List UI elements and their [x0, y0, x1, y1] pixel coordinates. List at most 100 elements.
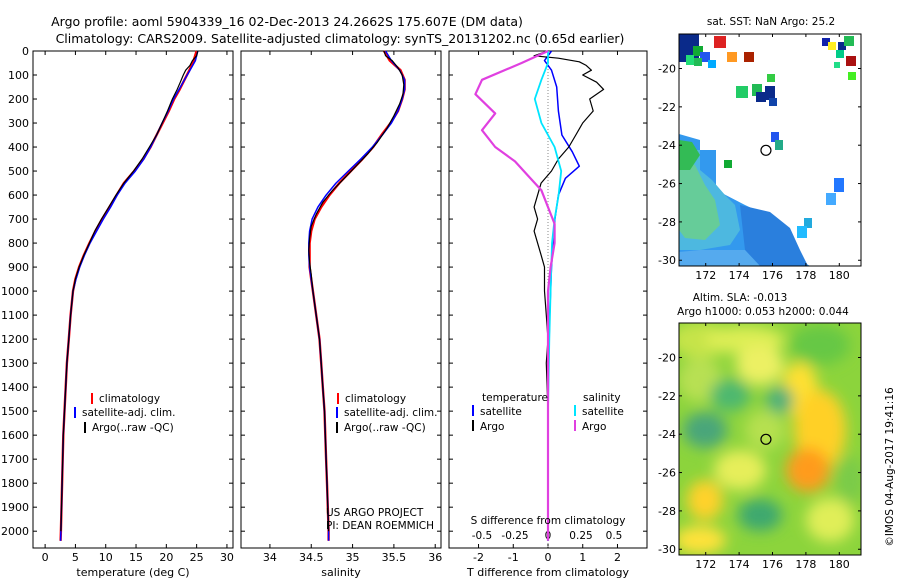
sst-cell: [769, 98, 777, 106]
lat-tick-label: -24: [658, 139, 676, 152]
sst-cell: [844, 36, 854, 46]
legend-t-argo: Argo: [480, 421, 504, 433]
difference-lines: [474, 49, 605, 548]
depth-tick-label: 1100: [1, 309, 29, 322]
depth-tick-label: 300: [8, 117, 29, 130]
lat-tick-label: -20: [658, 63, 676, 76]
depth-tick-label: 900: [8, 261, 29, 274]
sla-blob: [710, 379, 750, 411]
depth-tick-label: 400: [8, 141, 29, 154]
sst-map-image: [679, 34, 856, 266]
sst-ocean-region: [679, 250, 760, 266]
x-tick-label: 10: [99, 551, 113, 564]
legend-climatology: climatology: [99, 393, 160, 405]
sla-blob: [745, 410, 785, 450]
lat-tick-label: -30: [658, 543, 676, 556]
lon-tick-label: 172: [695, 269, 716, 282]
sla-map-axes: -20 -22 -24 -26 -28 -30 172 174 176 178 180: [658, 323, 861, 571]
sst-cell: [834, 178, 844, 192]
x-tick-label: 1: [579, 551, 586, 564]
depth-tick-label: 1000: [1, 285, 29, 298]
sst-cell: [767, 74, 775, 82]
sla-blobs: [679, 323, 861, 554]
sst-cell: [736, 86, 748, 98]
s-tick-label: -0.5: [472, 530, 493, 542]
depth-tick-label: 500: [8, 165, 29, 178]
salinity-lines: [308, 50, 406, 541]
sla-blob: [790, 325, 850, 365]
sst-cell: [694, 58, 702, 66]
sst-cells: [679, 34, 856, 266]
sst-cell: [836, 50, 844, 58]
legend-salinity-head: salinity: [583, 392, 621, 404]
sst-ocean-region: [679, 160, 720, 240]
depth-tick-label: 1800: [1, 477, 29, 490]
depth-tick-label: 1500: [1, 405, 29, 418]
sst-cell: [765, 86, 775, 100]
lon-tick-label: 172: [695, 558, 716, 571]
sst-cell: [848, 72, 856, 80]
sst-cell: [804, 218, 812, 228]
x-tick-label: 25: [190, 551, 204, 564]
lat-tick-label: -22: [658, 390, 676, 403]
difference-panel: -2 -1 0 1 2-0.5 -0.25 0 0.25 0.5 T difference fr…: [448, 49, 648, 579]
sst-float-marker: [760, 144, 772, 156]
sst-cell: [724, 160, 732, 168]
sla-blob: [714, 450, 766, 490]
lon-tick-label: 178: [795, 269, 816, 282]
title-line-1: Argo profile: aoml 5904339_16 02-Dec-201…: [51, 14, 523, 29]
series-line-argo-raw-qc-: [60, 50, 199, 532]
temperature-xlabel: temperature (deg C): [76, 566, 189, 579]
sst-cell: [756, 92, 766, 102]
depth-tick-label: 1200: [1, 333, 29, 346]
sst-cell: [744, 52, 754, 62]
sla-blob: [766, 386, 794, 414]
sla-blob: [738, 499, 782, 531]
depth-tick-label: 1300: [1, 357, 29, 370]
temperature-panel: 0100200300400500600700800900100011001200…: [1, 45, 647, 579]
sst-cell: [775, 140, 783, 150]
sst-cell: [846, 56, 856, 66]
series-line-temperature-Argo: [533, 50, 605, 541]
x-tick-label: 15: [129, 551, 143, 564]
lat-tick-label: -22: [658, 101, 676, 114]
lat-tick-label: -30: [658, 254, 676, 267]
x-tick-label: 36: [428, 551, 442, 564]
legend-temperature-head: temperature: [482, 392, 548, 404]
lon-tick-label: 176: [762, 269, 783, 282]
sst-cell: [700, 52, 710, 62]
salinity-xlabel: salinity: [321, 566, 361, 579]
lat-tick-label: -28: [658, 216, 676, 229]
sla-map-image: [679, 323, 861, 555]
depth-tick-label: 600: [8, 189, 29, 202]
sst-map-axes: -20 -22 -24 -26 -28 -30 172 174 176 178 180: [658, 34, 861, 282]
s-tick-label: -0.25: [501, 530, 528, 542]
legend-t-satellite: satellite: [480, 406, 522, 418]
project-label: US ARGO PROJECT: [326, 507, 424, 519]
s-tick-label: 0.5: [606, 530, 623, 542]
x-tick-label: 5: [72, 551, 79, 564]
sla-map-title-2: Argo h1000: 0.053 h2000: 0.044: [677, 306, 849, 318]
sla-blob: [806, 498, 854, 542]
depth-tick-label: 1400: [1, 381, 29, 394]
depth-tick-label: 700: [8, 213, 29, 226]
x-tick-label: -1: [508, 551, 519, 564]
sst-ocean-region: [740, 205, 808, 266]
x-tick-label: 34: [263, 551, 277, 564]
sst-cell: [834, 62, 840, 68]
x-tick-label: 2: [614, 551, 621, 564]
sst-cell: [771, 132, 779, 142]
difference-legend: temperature salinity satellite Argo sate…: [472, 392, 624, 433]
x-tick-label: 30: [220, 551, 234, 564]
x-tick-label: 20: [159, 551, 173, 564]
legend-argo: Argo(..raw -QC): [344, 422, 426, 434]
sst-cell: [752, 84, 762, 96]
sst-cell: [828, 42, 836, 50]
title-line-2: Climatology: CARS2009. Satellite-adjuste…: [56, 31, 625, 46]
lon-tick-label: 176: [762, 558, 783, 571]
depth-tick-label: 0: [22, 45, 29, 58]
sst-cell: [797, 226, 807, 238]
lon-tick-label: 174: [729, 558, 750, 571]
series-line-argo-raw-qc-: [308, 50, 405, 532]
sst-cell: [826, 193, 836, 205]
